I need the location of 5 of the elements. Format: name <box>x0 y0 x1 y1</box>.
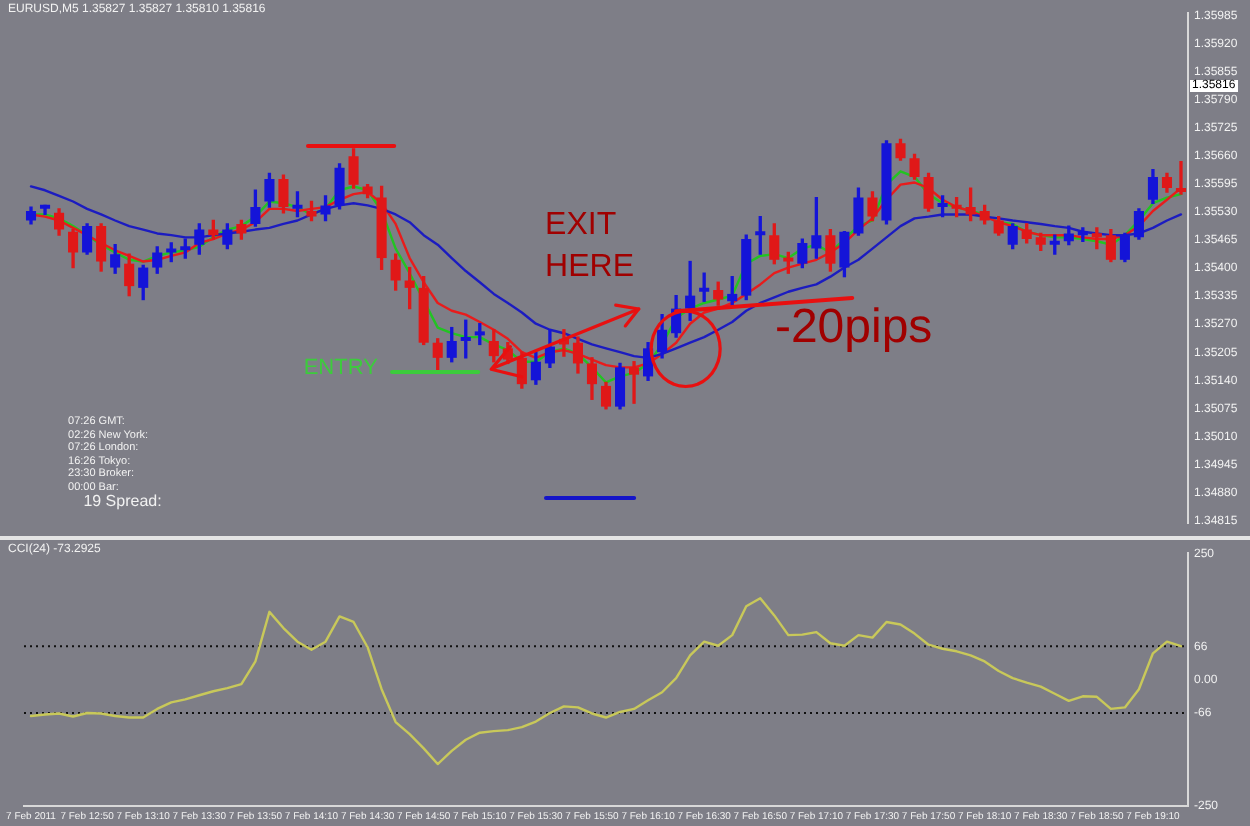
annotation: -20pips <box>774 299 933 354</box>
candlestick <box>1091 227 1102 250</box>
annotation: 19 Spread: <box>83 491 162 510</box>
annotation: ENTRY <box>303 355 378 380</box>
annotation: EXIT HERE <box>545 205 636 288</box>
